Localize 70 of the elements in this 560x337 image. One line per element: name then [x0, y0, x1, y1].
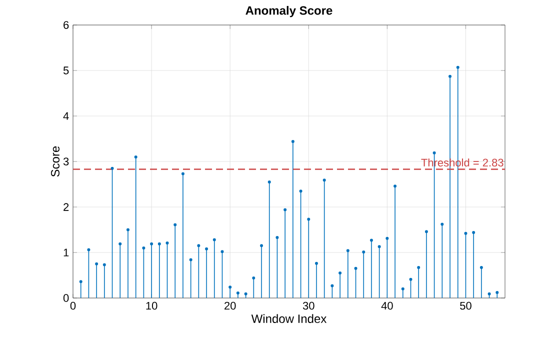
point: [220, 250, 224, 254]
point: [284, 208, 287, 212]
point: [299, 190, 302, 193]
point: [134, 155, 138, 158]
point: [330, 284, 334, 288]
point: [118, 242, 122, 246]
point: [401, 287, 404, 290]
x-tick-label: 0: [70, 302, 76, 310]
point: [228, 286, 232, 289]
point: [95, 262, 98, 266]
point: [456, 66, 460, 69]
point: [268, 180, 271, 184]
point: [174, 223, 177, 226]
point: [276, 236, 279, 239]
x-tick-label: 40: [381, 302, 393, 310]
point: [354, 266, 358, 270]
point: [464, 232, 468, 235]
point: [307, 218, 310, 221]
point: [142, 246, 146, 250]
y-tick-label: 4: [63, 112, 69, 120]
chart-title: Anomaly Score: [246, 6, 332, 18]
point: [87, 248, 90, 252]
point: [378, 245, 381, 248]
y-tick-label: 5: [63, 66, 69, 74]
point: [346, 249, 350, 252]
y-tick-label: 1: [64, 248, 69, 256]
point: [126, 228, 130, 232]
point: [252, 276, 256, 280]
point: [370, 238, 373, 242]
point: [472, 230, 476, 234]
y-axis-title: Score: [50, 146, 60, 177]
point: [166, 241, 169, 244]
y-tick-label: 2: [64, 203, 69, 211]
point: [496, 291, 499, 294]
point: [432, 151, 436, 154]
y-tick-label: 6: [64, 21, 69, 29]
y-tick-label: 0: [63, 294, 69, 302]
point: [488, 292, 491, 296]
point: [102, 263, 106, 266]
point: [394, 184, 397, 188]
point: [322, 178, 326, 182]
y-tick-label: 3: [63, 158, 69, 166]
point: [260, 244, 264, 248]
x-tick-label: 30: [302, 302, 314, 310]
point: [386, 236, 389, 240]
point: [338, 271, 342, 274]
point: [236, 291, 240, 294]
point: [362, 250, 366, 254]
point: [424, 230, 428, 234]
x-tick-label: 10: [146, 302, 158, 310]
point: [158, 242, 161, 246]
point: [291, 140, 294, 143]
point: [181, 172, 184, 176]
point: [417, 266, 420, 270]
point: [79, 280, 82, 284]
point: [440, 222, 444, 226]
x-tick-label: 50: [460, 302, 472, 310]
point: [212, 238, 216, 242]
point: [197, 244, 200, 248]
point: [189, 258, 192, 262]
x-tick-label: 20: [224, 302, 236, 310]
point: [314, 262, 318, 265]
point: [150, 242, 154, 246]
point: [480, 266, 483, 270]
point: [448, 74, 452, 78]
x-axis-title: Window Index: [251, 314, 327, 324]
point: [110, 166, 114, 170]
point: [205, 247, 208, 250]
point: [244, 292, 248, 296]
point: [409, 278, 412, 281]
